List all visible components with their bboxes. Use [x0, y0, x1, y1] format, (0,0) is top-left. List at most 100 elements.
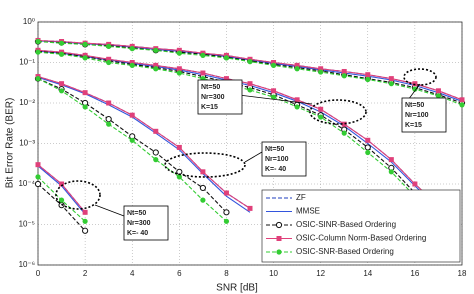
- marker: [176, 66, 182, 72]
- legend-label[interactable]: ZF: [296, 193, 306, 202]
- marker: [59, 81, 65, 87]
- legend-marker: [276, 236, 282, 241]
- marker: [153, 128, 159, 134]
- annotation: Nt=50 Nr=300 K=15: [197, 79, 367, 125]
- x-tick-label: 18: [458, 269, 467, 278]
- marker: [58, 51, 65, 57]
- marker: [223, 190, 229, 196]
- annotation-text: Nt=50: [265, 146, 284, 153]
- marker: [459, 97, 465, 103]
- legend-label[interactable]: OSIC-SINR-Based Ordering: [296, 220, 396, 229]
- annotation-ellipse: [403, 68, 437, 86]
- y-axis-title: Bit Error Rate (BER): [5, 98, 16, 189]
- marker: [106, 43, 112, 49]
- marker: [82, 227, 89, 234]
- marker: [412, 181, 418, 187]
- marker: [153, 62, 159, 68]
- marker: [176, 47, 182, 53]
- x-tick-label: 12: [316, 269, 325, 278]
- marker: [270, 94, 277, 100]
- marker: [223, 76, 229, 82]
- marker: [106, 59, 112, 66]
- marker: [35, 38, 41, 45]
- annotation-text: Nr=100: [265, 156, 289, 163]
- marker: [341, 121, 347, 127]
- marker: [58, 197, 65, 203]
- marker: [176, 174, 182, 180]
- annotation: Nt=50 Nr=100 K=- 40: [164, 141, 307, 178]
- marker: [59, 181, 65, 187]
- marker: [200, 169, 206, 175]
- marker: [35, 174, 41, 180]
- annotation-text: Nt=50: [405, 102, 424, 109]
- marker: [58, 88, 65, 94]
- marker: [294, 97, 300, 103]
- x-tick-label: 8: [224, 269, 229, 278]
- annotation-text: Nr=100: [405, 112, 429, 119]
- legend-label[interactable]: OSIC-SNR-Based Ordering: [296, 247, 394, 256]
- marker: [294, 104, 300, 110]
- x-tick-label: 16: [410, 269, 419, 278]
- annotation-text: K=15: [405, 122, 422, 129]
- marker: [365, 72, 371, 78]
- marker: [82, 41, 88, 47]
- series-line: [37, 76, 251, 213]
- marker: [82, 90, 88, 96]
- marker: [247, 87, 253, 93]
- marker: [388, 76, 394, 82]
- annotation-arrow: [94, 204, 125, 217]
- marker: [106, 100, 112, 106]
- y-tick-label: 10⁻¹: [19, 58, 35, 67]
- marker: [318, 66, 324, 72]
- marker: [34, 180, 42, 188]
- annotation-text: Nr=300: [201, 94, 225, 101]
- series-line: [37, 78, 227, 222]
- annotation-box: [123, 205, 169, 241]
- marker: [129, 60, 135, 65]
- marker: [247, 81, 253, 87]
- y-tick-label: 10⁻³: [19, 139, 35, 148]
- x-tick-label: 14: [363, 269, 372, 278]
- annotation-text: Nr=300: [127, 220, 151, 227]
- annotation-ellipse: [309, 99, 367, 125]
- marker: [365, 137, 371, 143]
- legend-marker: [276, 249, 282, 255]
- marker: [82, 209, 88, 215]
- marker: [35, 162, 41, 168]
- legend-box: [261, 189, 461, 263]
- plot-frame: [37, 21, 463, 266]
- x-tick-label: 6: [177, 269, 182, 278]
- annotation-box: [261, 141, 307, 177]
- marker: [435, 93, 442, 99]
- annotation: Nt=50 Nr=100 K=15: [401, 68, 447, 133]
- marker: [318, 106, 324, 112]
- marker: [200, 52, 206, 58]
- marker: [294, 66, 300, 72]
- marker: [459, 102, 465, 108]
- annotation-arrow: [244, 151, 263, 163]
- marker: [341, 68, 347, 74]
- legend-label[interactable]: OSIC-Column Norm-Based Ordering: [296, 234, 426, 243]
- marker: [318, 69, 324, 75]
- annotation-box: [401, 97, 447, 133]
- marker: [199, 184, 206, 192]
- marker: [388, 81, 394, 87]
- marker: [247, 59, 253, 65]
- marker: [294, 62, 300, 68]
- marker: [106, 121, 112, 127]
- marker: [388, 169, 394, 175]
- marker: [223, 209, 230, 216]
- y-tick-label: 10⁻⁶: [19, 260, 35, 269]
- marker: [58, 40, 65, 46]
- marker: [318, 114, 324, 120]
- marker: [106, 56, 112, 62]
- x-tick-label: 10: [269, 269, 278, 278]
- marker: [270, 62, 277, 68]
- marker: [176, 50, 182, 56]
- marker: [200, 70, 206, 76]
- legend-label[interactable]: MMSE: [296, 207, 320, 216]
- marker: [388, 157, 394, 163]
- annotation-text: K=- 40: [265, 166, 286, 173]
- annotation-text: K=- 40: [127, 230, 148, 237]
